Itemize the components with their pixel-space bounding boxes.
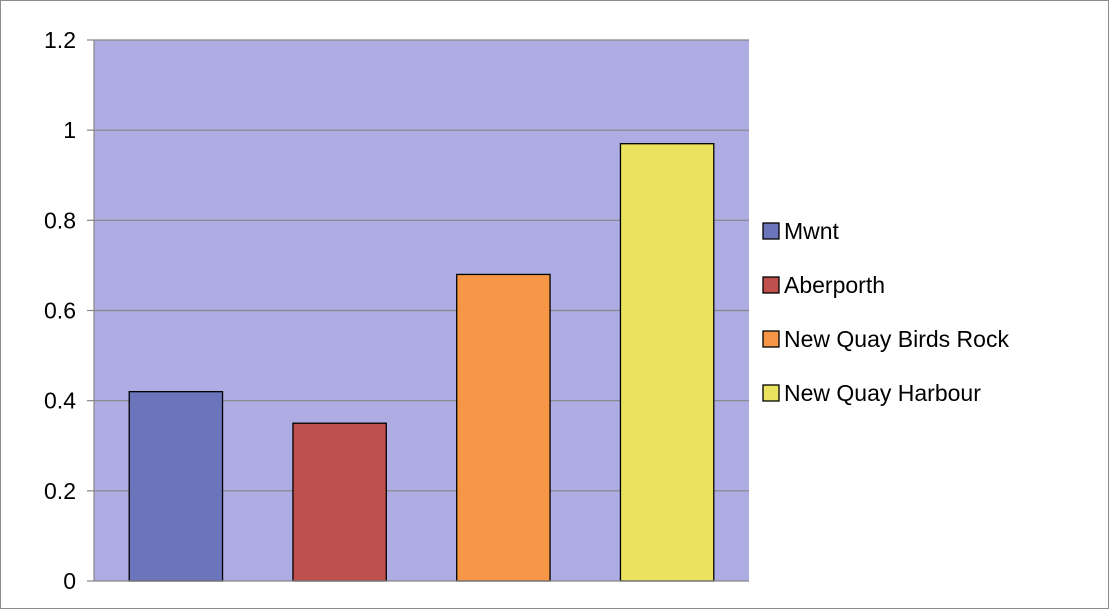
bars [128, 143, 715, 582]
legend-swatch [762, 330, 780, 348]
bar-new-quay-harbour [619, 143, 715, 582]
axes [87, 39, 749, 582]
legend-swatch [762, 222, 780, 240]
y-tick-label: 0 [63, 568, 76, 594]
y-tick-label: 0.2 [44, 478, 76, 504]
bar-aberporth [292, 422, 387, 582]
legend-label: New Quay Birds Rock [784, 326, 1009, 352]
legend-swatch [762, 384, 780, 402]
legend-label: Aberporth [784, 272, 885, 298]
y-tick-label: 0.6 [44, 298, 76, 324]
bar-mwnt [128, 390, 224, 582]
legend-swatch [762, 276, 780, 294]
y-tick-label: 1.2 [44, 27, 76, 53]
y-tick-label: 0.8 [44, 207, 76, 233]
legend-label: Mwnt [784, 218, 840, 244]
y-tick-labels: 0 0.2 0.4 0.6 0.8 1 1.2 [44, 27, 76, 594]
bar-new-quay-birds-rock [456, 273, 551, 582]
y-tick-label: 1 [63, 117, 76, 143]
y-tick-label: 0.4 [44, 388, 76, 414]
legend: Mwnt Aberporth New Quay Birds Rock New Quay… [762, 218, 1009, 406]
legend-label: New Quay Harbour [784, 380, 981, 406]
